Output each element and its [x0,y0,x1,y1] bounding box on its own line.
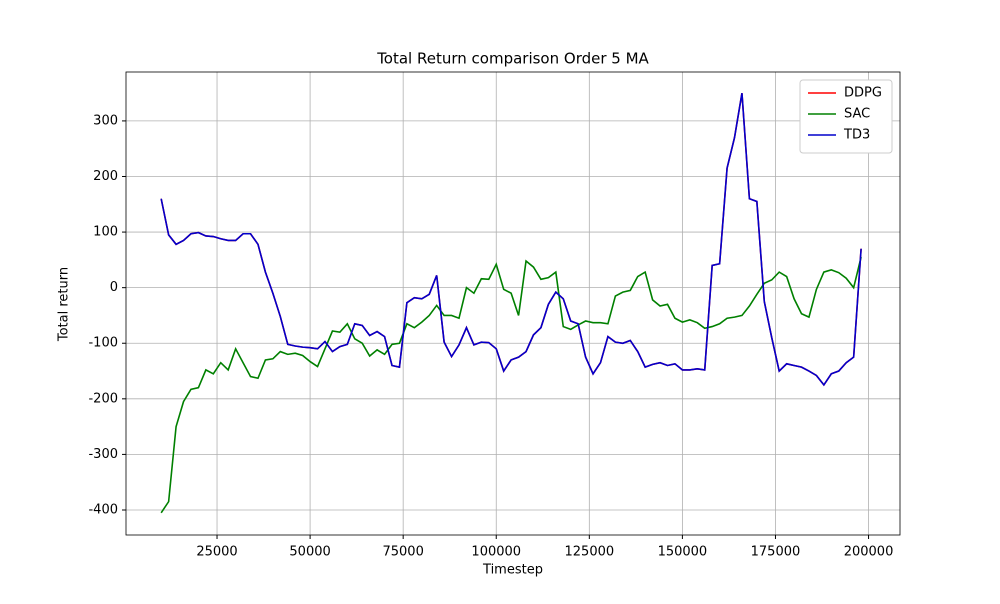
y-tick-label: 300 [93,113,118,128]
x-axis-label: Timestep [482,563,543,578]
line-series [160,256,862,514]
x-tick-label: 150000 [658,545,708,560]
plot-frame [125,71,901,536]
y-tick-label: -300 [88,447,118,462]
x-tick-label: 200000 [844,545,894,560]
x-tick-label: 175000 [751,545,801,560]
y-axis-label: Total return [57,267,72,342]
y-tick-label: 200 [93,169,118,184]
chart-title: Total Return comparison Order 5 MA [376,50,649,68]
x-tick-label: 25000 [196,545,237,560]
legend-label: DDPG [844,86,882,101]
y-tick-label: -200 [88,391,118,406]
x-tick-label: 125000 [565,545,615,560]
x-tick-label: 50000 [289,545,330,560]
y-tick-label: 0 [110,280,118,295]
legend-label: TD3 [843,128,870,143]
y-tick-label: -400 [88,502,118,517]
y-tick-label: -100 [88,336,118,351]
line-series [160,92,862,387]
y-tick-label: 100 [93,225,118,240]
legend-label: SAC [844,107,870,122]
x-tick-label: 75000 [382,545,423,560]
x-tick-label: 100000 [471,545,521,560]
